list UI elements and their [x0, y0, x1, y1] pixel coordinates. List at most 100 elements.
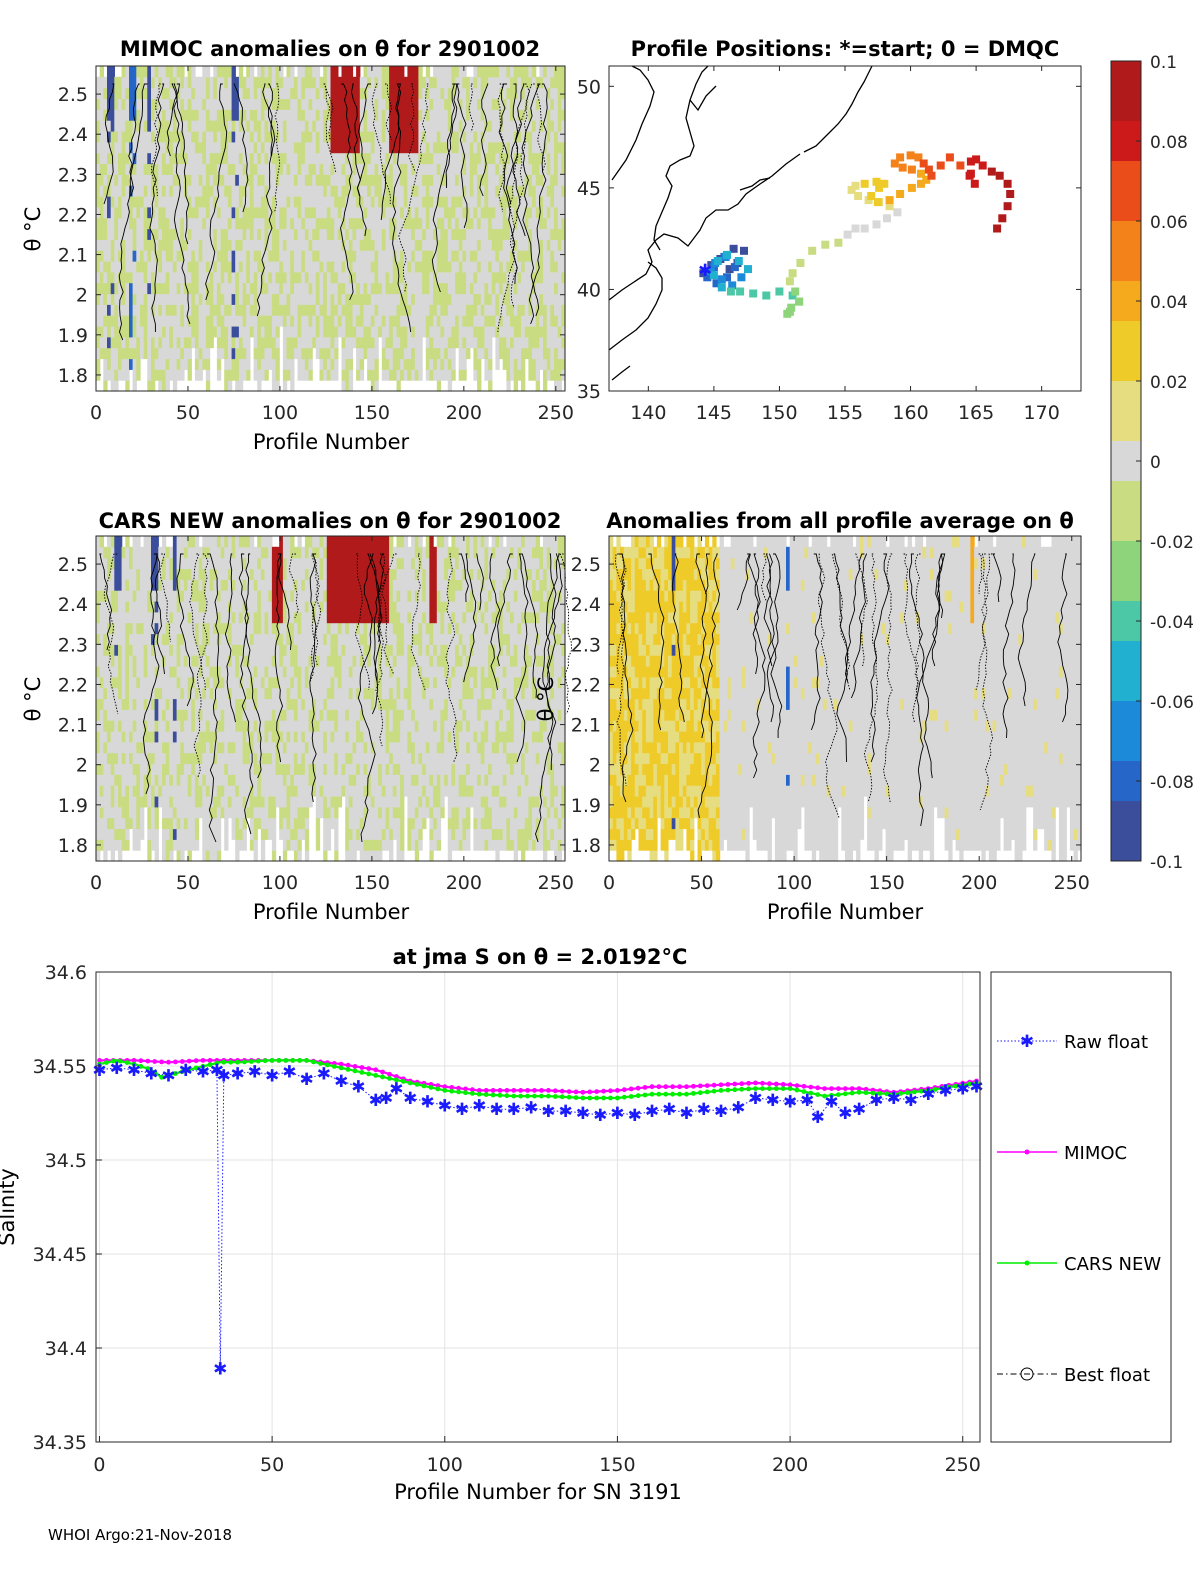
heatmap-cell: [304, 250, 310, 262]
heatmap-cell: [414, 304, 420, 316]
heatmap-cell: [220, 315, 225, 327]
heatmap-cell: [546, 261, 551, 273]
heatmap-cell: [381, 326, 387, 338]
heatmap-cell: [147, 622, 152, 635]
heatmap-cell: [165, 828, 170, 840]
heatmap-cell: [319, 228, 324, 240]
heatmap-cell: [143, 315, 148, 327]
heatmap-cell: [374, 293, 379, 305]
heatmap-cell: [290, 163, 295, 175]
heatmap-cell: [213, 250, 218, 262]
heatmap-cell: [180, 347, 185, 360]
heatmap-cell: [348, 206, 354, 219]
heatmap-cell: [462, 185, 467, 197]
heatmap-cell: [132, 806, 137, 819]
heatmap-cell: [510, 315, 515, 327]
heatmap-cell: [180, 579, 185, 591]
heatmap-cell: [517, 293, 522, 305]
heatmap-cell: [158, 326, 163, 338]
heatmap-cell: [319, 76, 324, 89]
heatmap-cell: [194, 546, 200, 559]
heatmap-cell: [271, 76, 277, 89]
heatmap-cell: [205, 336, 211, 349]
heatmap-cell: [370, 76, 376, 89]
heatmap-cell: [107, 347, 112, 360]
heatmap-cell: [517, 304, 522, 316]
heatmap-cell: [374, 315, 379, 327]
heatmap-cell: [198, 752, 203, 765]
heatmap-cell: [194, 590, 200, 602]
heatmap-cell: [143, 709, 148, 721]
heatmap-cell: [187, 152, 192, 165]
heatmap-cell: [513, 336, 518, 349]
heatmap-cell: [297, 87, 302, 100]
heatmap-cell: [330, 185, 335, 197]
heatmap-cell: [136, 622, 141, 635]
heatmap-cell: [385, 120, 390, 132]
heatmap-cell: [433, 196, 438, 208]
heatmap-cell: [205, 217, 211, 230]
heatmap-cell: [249, 120, 255, 132]
heatmap-cell: [118, 611, 123, 624]
track-point: [717, 275, 726, 284]
x-tick-label: 0: [90, 402, 102, 424]
heatmap-cell: [304, 369, 310, 381]
heatmap-cell: [125, 66, 130, 78]
heatmap-cell: [473, 347, 478, 360]
heatmap-cell: [147, 568, 152, 580]
heatmap-cell: [495, 163, 500, 175]
colorbar-step: [1111, 361, 1141, 382]
heatmap-cell: [202, 850, 207, 862]
heatmap-cell: [180, 601, 185, 613]
heatmap-cell: [341, 315, 346, 327]
heatmap-cell: [260, 304, 266, 316]
heatmap-cell: [209, 839, 214, 851]
heatmap-cell: [554, 326, 559, 338]
heatmap-cell: [147, 271, 152, 284]
heatmap-cell: [535, 98, 540, 110]
heatmap-cell: [176, 250, 181, 262]
heatmap-cell: [99, 828, 104, 840]
heatmap-cell: [293, 315, 299, 327]
heatmap-cell: [187, 66, 192, 78]
heatmap-cell: [554, 120, 559, 132]
heatmap-cell: [400, 261, 405, 273]
heatmap-cell: [107, 536, 112, 548]
heatmap-cell: [205, 347, 211, 360]
heatmap-cell: [194, 336, 200, 349]
heatmap-cell: [249, 326, 255, 338]
heatmap-cell: [502, 131, 507, 143]
heatmap-cell: [103, 546, 108, 559]
heatmap-cell: [345, 315, 350, 327]
heatmap-cell: [554, 228, 559, 240]
heatmap-cell: [220, 174, 225, 186]
heatmap-cell: [469, 131, 474, 143]
heatmap-cell: [129, 98, 134, 110]
heatmap-cell: [140, 655, 145, 667]
heatmap-cell: [268, 66, 273, 78]
heatmap-cell: [378, 293, 383, 305]
heatmap-cell: [370, 347, 376, 360]
heatmap-cell: [286, 217, 291, 230]
heatmap-cell: [220, 304, 225, 316]
heatmap-cell: [151, 546, 156, 559]
heatmap-cell: [524, 250, 529, 262]
heatmap-cell: [253, 315, 258, 327]
heatmap-cell: [121, 622, 126, 635]
heatmap-cell: [154, 796, 159, 808]
heatmap-cell: [260, 239, 266, 251]
heatmap-cell: [172, 557, 178, 570]
heatmap-cell: [550, 185, 555, 197]
heatmap-cell: [227, 622, 233, 635]
heatmap-cell: [517, 206, 522, 219]
heatmap-cell: [396, 163, 401, 175]
heatmap-cell: [491, 326, 496, 338]
heatmap-cell: [114, 622, 119, 635]
heatmap-cell: [99, 796, 104, 808]
heatmap-cell: [216, 763, 222, 775]
heatmap-cell: [151, 293, 156, 305]
heatmap-cell: [227, 720, 233, 732]
heatmap-cell: [205, 369, 211, 381]
heatmap-cell: [183, 763, 189, 775]
heatmap-cell: [154, 358, 159, 370]
